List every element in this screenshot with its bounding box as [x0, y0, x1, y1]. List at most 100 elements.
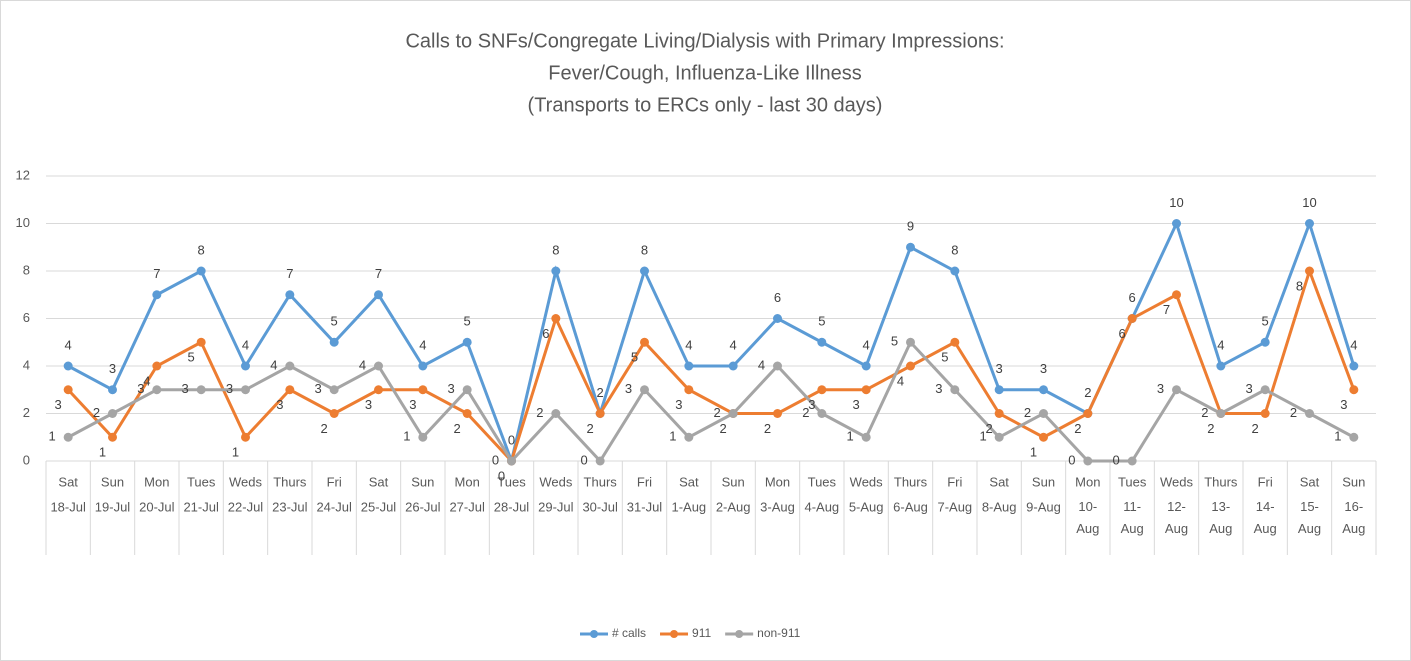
y-tick-label: 0: [23, 452, 30, 467]
series-marker: [108, 409, 117, 418]
x-tick-label: 25-Jul: [361, 499, 397, 514]
series-line: [67, 266, 1356, 464]
x-tick-label-part: 10-: [1078, 499, 1097, 514]
data-label: 1: [99, 445, 106, 460]
x-tick-label: 6-Aug: [893, 499, 928, 514]
chart-title: (Transports to ERCs only - last 30 days): [528, 94, 883, 116]
data-label: 8: [1296, 278, 1303, 293]
x-tick-label: Sat: [58, 474, 78, 489]
series-marker: [152, 361, 162, 371]
series-marker: [418, 432, 428, 442]
series-marker: [63, 361, 73, 371]
data-label: 4: [65, 337, 72, 352]
y-tick-label: 2: [23, 405, 30, 420]
series-marker: [462, 385, 472, 395]
series-marker: [595, 456, 605, 466]
series-marker: [773, 409, 782, 418]
x-tick-label-part: 14-: [1256, 499, 1275, 514]
series-marker: [1349, 385, 1359, 395]
series-marker: [1260, 337, 1270, 347]
data-label: 8: [552, 242, 559, 257]
x-tick-label: 22-Jul: [228, 499, 264, 514]
series-marker: [1260, 409, 1270, 418]
y-tick-label: 12: [16, 167, 30, 182]
x-tick-label: 24-Jul: [316, 499, 352, 514]
data-label: 4: [758, 357, 765, 372]
series-marker: [329, 337, 339, 347]
series-marker: [817, 409, 827, 418]
data-label: 6: [1129, 290, 1136, 305]
x-tick-label-part: Aug: [1165, 521, 1188, 536]
series-marker: [906, 242, 915, 252]
series-marker: [1349, 432, 1359, 442]
series-marker: [108, 385, 117, 395]
series-marker: [1039, 432, 1048, 442]
x-tick-label: Thurs: [273, 474, 307, 489]
data-label: 10: [1302, 195, 1316, 210]
x-tick-label: Mon: [144, 474, 169, 489]
series-marker: [285, 385, 295, 395]
data-label: 2: [321, 421, 328, 436]
series-marker: [994, 409, 1004, 418]
series-marker: [817, 385, 827, 395]
x-tick-label-part: Aug: [1076, 521, 1099, 536]
data-label: 7: [1163, 302, 1170, 317]
series-marker: [329, 409, 339, 418]
data-label: 2: [1252, 421, 1259, 436]
x-tick-label: Sat: [1300, 474, 1320, 489]
x-tick-label-part: 16-: [1344, 499, 1363, 514]
data-label: 4: [419, 337, 426, 352]
series-marker: [418, 385, 428, 395]
x-tick-label: Mon: [765, 474, 790, 489]
series-marker: [241, 361, 250, 371]
legend-label: non-911: [757, 626, 800, 640]
x-tick-label-part: 15-: [1300, 499, 1319, 514]
series-marker: [1039, 385, 1048, 395]
data-label: 5: [464, 314, 471, 329]
series-marker: [1172, 290, 1181, 300]
data-label: 7: [286, 266, 293, 281]
data-label: 4: [359, 357, 366, 372]
data-label: 9: [907, 219, 914, 234]
data-label: 4: [242, 337, 249, 352]
series-marker: [551, 314, 561, 323]
data-label: 2: [1024, 405, 1031, 420]
x-tick-label: Sat: [989, 474, 1009, 489]
data-label: 1: [847, 429, 854, 444]
series-marker: [1172, 385, 1181, 395]
series-marker: [462, 337, 472, 347]
x-tick-label: 30-Jul: [582, 499, 618, 514]
x-tick-label: 1-Aug: [671, 499, 706, 514]
data-label: 3: [935, 381, 942, 396]
series-marker: [329, 385, 339, 395]
x-tick-label: 23-Jul: [272, 499, 308, 514]
data-label: 3: [1040, 361, 1047, 376]
data-label: 7: [375, 266, 382, 281]
data-label: 4: [143, 373, 150, 388]
series-marker: [418, 361, 428, 371]
data-label: 3: [808, 397, 815, 412]
data-label: 4: [863, 337, 870, 352]
x-tick-label: 10- Aug: [1076, 499, 1099, 536]
series-marker: [1305, 266, 1314, 276]
x-tick-label-part: Aug: [1209, 521, 1232, 536]
x-tick-label-part: Aug: [1298, 521, 1321, 536]
data-label: 5: [631, 350, 638, 365]
series-marker: [374, 385, 383, 395]
y-tick-label: 6: [23, 310, 30, 325]
series-marker: [108, 432, 117, 442]
data-label: 3: [365, 397, 372, 412]
series-marker: [1216, 409, 1226, 418]
data-label: 5: [941, 350, 948, 365]
series-marker: [950, 337, 960, 347]
data-label: 3: [853, 397, 860, 412]
data-label: 7: [153, 266, 160, 281]
series-marker: [196, 385, 206, 395]
series-marker: [1216, 361, 1226, 371]
series-marker: [728, 409, 738, 418]
series-marker: [861, 361, 871, 371]
series-marker: [906, 361, 915, 371]
legend-swatch: [735, 630, 744, 638]
data-label: 0: [498, 468, 505, 483]
